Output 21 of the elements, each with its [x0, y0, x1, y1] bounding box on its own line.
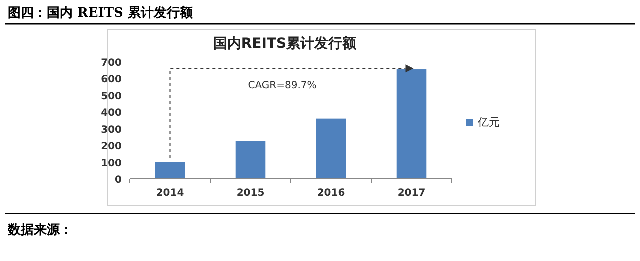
bar — [236, 141, 266, 179]
bar — [316, 118, 346, 179]
y-tick-label: 700 — [101, 58, 122, 69]
y-tick-label: 200 — [101, 142, 122, 153]
y-tick-label: 100 — [101, 158, 122, 170]
x-tick-label: 2015 — [236, 188, 265, 199]
x-tick-label: 2017 — [398, 188, 426, 199]
annotation: CAGR=89.7% — [248, 80, 317, 92]
y-tick-label: 600 — [101, 74, 122, 86]
y-tick-label: 300 — [101, 124, 122, 136]
x-tick-label: 2016 — [317, 188, 346, 199]
legend-label: 亿元 — [477, 116, 500, 129]
source-note: 数据来源： — [7, 223, 73, 238]
bar — [155, 162, 186, 179]
y-tick-label: 0 — [115, 175, 122, 186]
x-tick-label: 2014 — [156, 188, 184, 199]
y-tick-label: 400 — [101, 108, 122, 120]
bar — [396, 70, 427, 179]
text: 图四：国内 REITS 累计发行额 — [8, 5, 194, 21]
chart-title: 国内REITS累计发行额 — [213, 35, 358, 52]
y-tick-label: 500 — [101, 91, 122, 102]
